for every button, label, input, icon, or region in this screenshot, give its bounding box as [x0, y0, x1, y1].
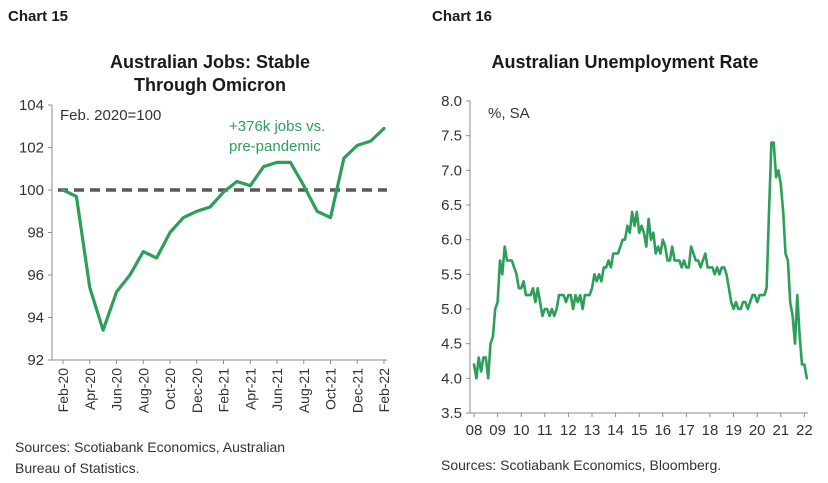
chart15-x-tick-label: Jun-21 — [269, 368, 285, 411]
chart15-x-tick-label: Jun-20 — [109, 368, 125, 411]
chart16-source: Sources: Scotiabank Economics, Bloomberg… — [441, 455, 821, 476]
chart16-x-tick-label: 22 — [796, 422, 813, 439]
chart16-y-tick-label: 7.5 — [441, 128, 462, 145]
chart15-x-tick-label: Feb-22 — [376, 368, 392, 413]
chart15-annotation-line2: pre-pandemic — [229, 138, 321, 155]
chart16-x-tick-label: 12 — [560, 422, 577, 439]
chart16-x-tick-label: 14 — [607, 422, 624, 439]
chart15-y-tick-label: 104 — [19, 97, 44, 114]
chart15-unit-label: Feb. 2020=100 — [60, 107, 161, 124]
chart15-source: Sources: Scotiabank Economics, Australia… — [15, 437, 395, 479]
chart16-y-tick-label: 4.5 — [441, 336, 462, 353]
chart16-x-tick-label: 19 — [725, 422, 742, 439]
chart16-x-tick-label: 20 — [749, 422, 766, 439]
chart16-y-tick-label: 5.0 — [441, 301, 462, 318]
chart16-x-tick-label: 16 — [654, 422, 671, 439]
chart16-title-line1: Australian Unemployment Rate — [491, 52, 759, 72]
chart15-label: Chart 15 — [8, 8, 69, 25]
chart16-source-line1: Sources: Scotiabank Economics, Bloomberg… — [441, 457, 722, 473]
chart16-x-tick-label: 21 — [772, 422, 789, 439]
chart16-y-tick-label: 7.0 — [441, 162, 462, 179]
chart16-y-tick-label: 6.5 — [441, 197, 462, 214]
chart15-x-tick-label: Apr-21 — [242, 368, 258, 410]
chart16-x-tick-label: 11 — [537, 422, 553, 439]
chart16-y-tick-label: 4.0 — [441, 370, 462, 387]
chart16-x-tick-label: 08 — [466, 422, 483, 439]
chart15-employment-line — [61, 126, 386, 332]
chart16-x-tick-label: 10 — [513, 422, 530, 439]
chart15-x-tick-label: Dec-21 — [349, 368, 365, 413]
chart15-y-tick-label: 94 — [27, 310, 44, 327]
chart15-y-tick-label: 102 — [19, 140, 44, 157]
chart16-y-tick-label: 6.0 — [441, 232, 462, 249]
chart16-x-tick-label: 15 — [631, 422, 648, 439]
chart15-y-tick-label: 92 — [27, 352, 44, 369]
chart16-x-tick-label: 18 — [702, 422, 719, 439]
chart16-x-tick-label: 09 — [489, 422, 506, 439]
chart15-y-tick-label: 100 — [19, 182, 44, 199]
chart16-label: Chart 16 — [432, 8, 493, 25]
chart16-title: Australian Unemployment Rate — [440, 51, 810, 74]
chart15-title: Australian Jobs: Stable Through Omicron — [60, 51, 360, 97]
chart16-y-tick-label: 5.5 — [441, 266, 462, 283]
chart15-x-tick-label: Oct-20 — [162, 368, 178, 410]
chart15-x-tick-label: Feb-20 — [55, 368, 71, 413]
chart15-y-tick-label: 98 — [27, 225, 44, 242]
chart16-x-tick-label: 13 — [584, 422, 601, 439]
chart15-annotation-line1: +376k jobs vs. — [229, 118, 325, 135]
chart15-x-tick-label: Aug-20 — [135, 368, 151, 413]
chart15-source-line1: Sources: Scotiabank Economics, Australia… — [15, 439, 286, 455]
chart15-source-line2: Bureau of Statistics. — [15, 460, 140, 476]
chart15-title-line2: Through Omicron — [134, 75, 286, 95]
chart16-y-tick-label: 8.0 — [441, 93, 462, 110]
chart16-y-tick-label: 3.5 — [441, 405, 462, 422]
chart15-x-tick-label: Feb-21 — [216, 368, 232, 413]
chart15-x-tick-label: Apr-20 — [82, 368, 98, 410]
chart15-title-line1: Australian Jobs: Stable — [109, 52, 311, 72]
chart16-unit-label: %, SA — [488, 105, 530, 122]
chart15-x-tick-label: Oct-21 — [323, 368, 339, 410]
chart16-unemployment-line — [472, 141, 809, 380]
chart15-x-tick-label: Dec-20 — [189, 368, 205, 413]
chart15-x-tick-label: Aug-21 — [296, 368, 312, 413]
chart15-y-tick-label: 96 — [27, 267, 44, 284]
chart16-x-tick-label: 17 — [678, 422, 695, 439]
